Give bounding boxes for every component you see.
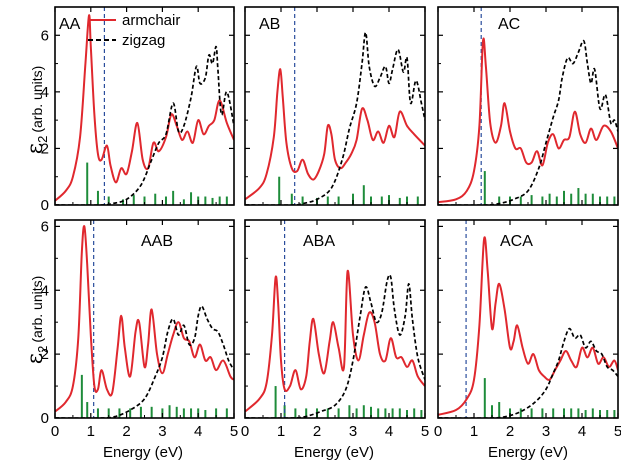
xtick-label-aba-3: 3 [349,423,357,440]
xtick-label-aca-4: 4 [578,423,586,440]
panel-aa: 0 2 4 6 AA [41,6,235,214]
xtick-label-aca-1: 1 [470,423,478,440]
plot-area-ab [245,7,425,205]
ytick-label-aa-1: 2 [41,140,49,157]
legend: armchair zigzag [88,12,180,49]
y-axis-label-symbol: ε [23,143,48,154]
x-axis-label-col3: Energy (eV) [488,444,568,461]
panel-title-aab: AAB [141,233,173,250]
y-axis-label-bottom: ε2 (arb. units) [23,276,50,365]
panel-aca: 0 1 2 3 4 5 ACA [434,219,621,440]
panel-aab: 0 2 4 6 0 1 2 3 4 5 AAB [41,218,239,440]
y-axis-label-subscript: 2 [35,346,50,353]
xtick-label-aab-3: 3 [158,423,166,440]
x-axis-label-col2: Energy (eV) [294,444,374,461]
xtick-label-aba-4: 4 [385,423,393,440]
y-axis-label-unit: (arb. units) [29,276,45,343]
xtick-label-aab-0: 0 [51,423,59,440]
series-armchair-aa [55,14,234,202]
series-zigzag-aba [245,273,425,418]
y-axis-label-unit: (arb. units) [29,66,45,133]
series-armchair-ab [245,68,425,201]
ytick-label-aa-3: 6 [41,27,49,44]
xtick-label-aba-0: 0 [241,423,249,440]
series-armchair-aba [245,270,425,413]
xtick-label-aab-2: 2 [122,423,130,440]
panels-group: 0 2 4 6 AA AB AC 0 2 4 6 0 1 2 3 4 5 AAB 0 1 2 3 4 5 ABA 0 1 2 3 4 5 AC… [41,6,621,440]
series-zigzag-ab [245,31,425,205]
x-axis-label-col1: Energy (eV) [103,444,183,461]
series-armchair-aca [438,236,618,416]
series-zigzag-ac [438,39,618,205]
panel-title-aca: ACA [500,233,533,250]
xtick-label-aca-3: 3 [542,423,550,440]
xtick-label-aba-5: 5 [421,423,429,440]
frame-ab [244,6,426,206]
svg-text:ε2(arb. units): ε2 (arb. units) [23,276,50,365]
series-zigzag-aab [55,305,234,418]
xtick-label-aab-4: 4 [194,423,202,440]
ytick-label-aab-2: 4 [41,282,49,299]
panel-ac: AC [437,6,619,206]
series-armchair-ac [438,37,618,204]
xtick-label-aca-5: 5 [614,423,621,440]
xtick-label-aba-2: 2 [313,423,321,440]
xtick-label-aca-2: 2 [506,423,514,440]
series-armchair-aab [55,225,234,413]
xtick-label-aab-5: 5 [230,423,238,440]
frame-ac [437,6,619,206]
ytick-label-aa-2: 4 [41,84,49,101]
ytick-label-aa-0: 0 [41,197,49,214]
xtick-label-aab-1: 1 [87,423,95,440]
panel-title-ac: AC [498,16,520,33]
series-zigzag-aa [55,45,234,205]
plot-area-ac [438,7,618,205]
y-axis-label-top: ε2 (arb. units) [23,66,50,155]
svg-text:ε2(arb. units): ε2 (arb. units) [23,66,50,155]
xtick-label-aba-1: 1 [277,423,285,440]
panel-aba: 0 1 2 3 4 5 ABA [241,219,429,440]
panel-title-ab: AB [259,16,280,33]
series-zigzag-aca [438,327,618,418]
y-axis-label-symbol: ε [23,353,48,364]
panel-ab: AB [244,6,426,206]
ytick-label-aab-1: 2 [41,346,49,363]
ytick-label-aab-3: 6 [41,218,49,235]
legend-label-zigzag: zigzag [122,32,165,49]
legend-label-armchair: armchair [122,12,180,29]
panel-title-aa: AA [59,16,81,33]
xtick-label-aca-0: 0 [434,423,442,440]
y-axis-label-subscript: 2 [35,136,50,143]
panel-title-aba: ABA [303,233,335,250]
ytick-label-aab-0: 0 [41,410,49,427]
